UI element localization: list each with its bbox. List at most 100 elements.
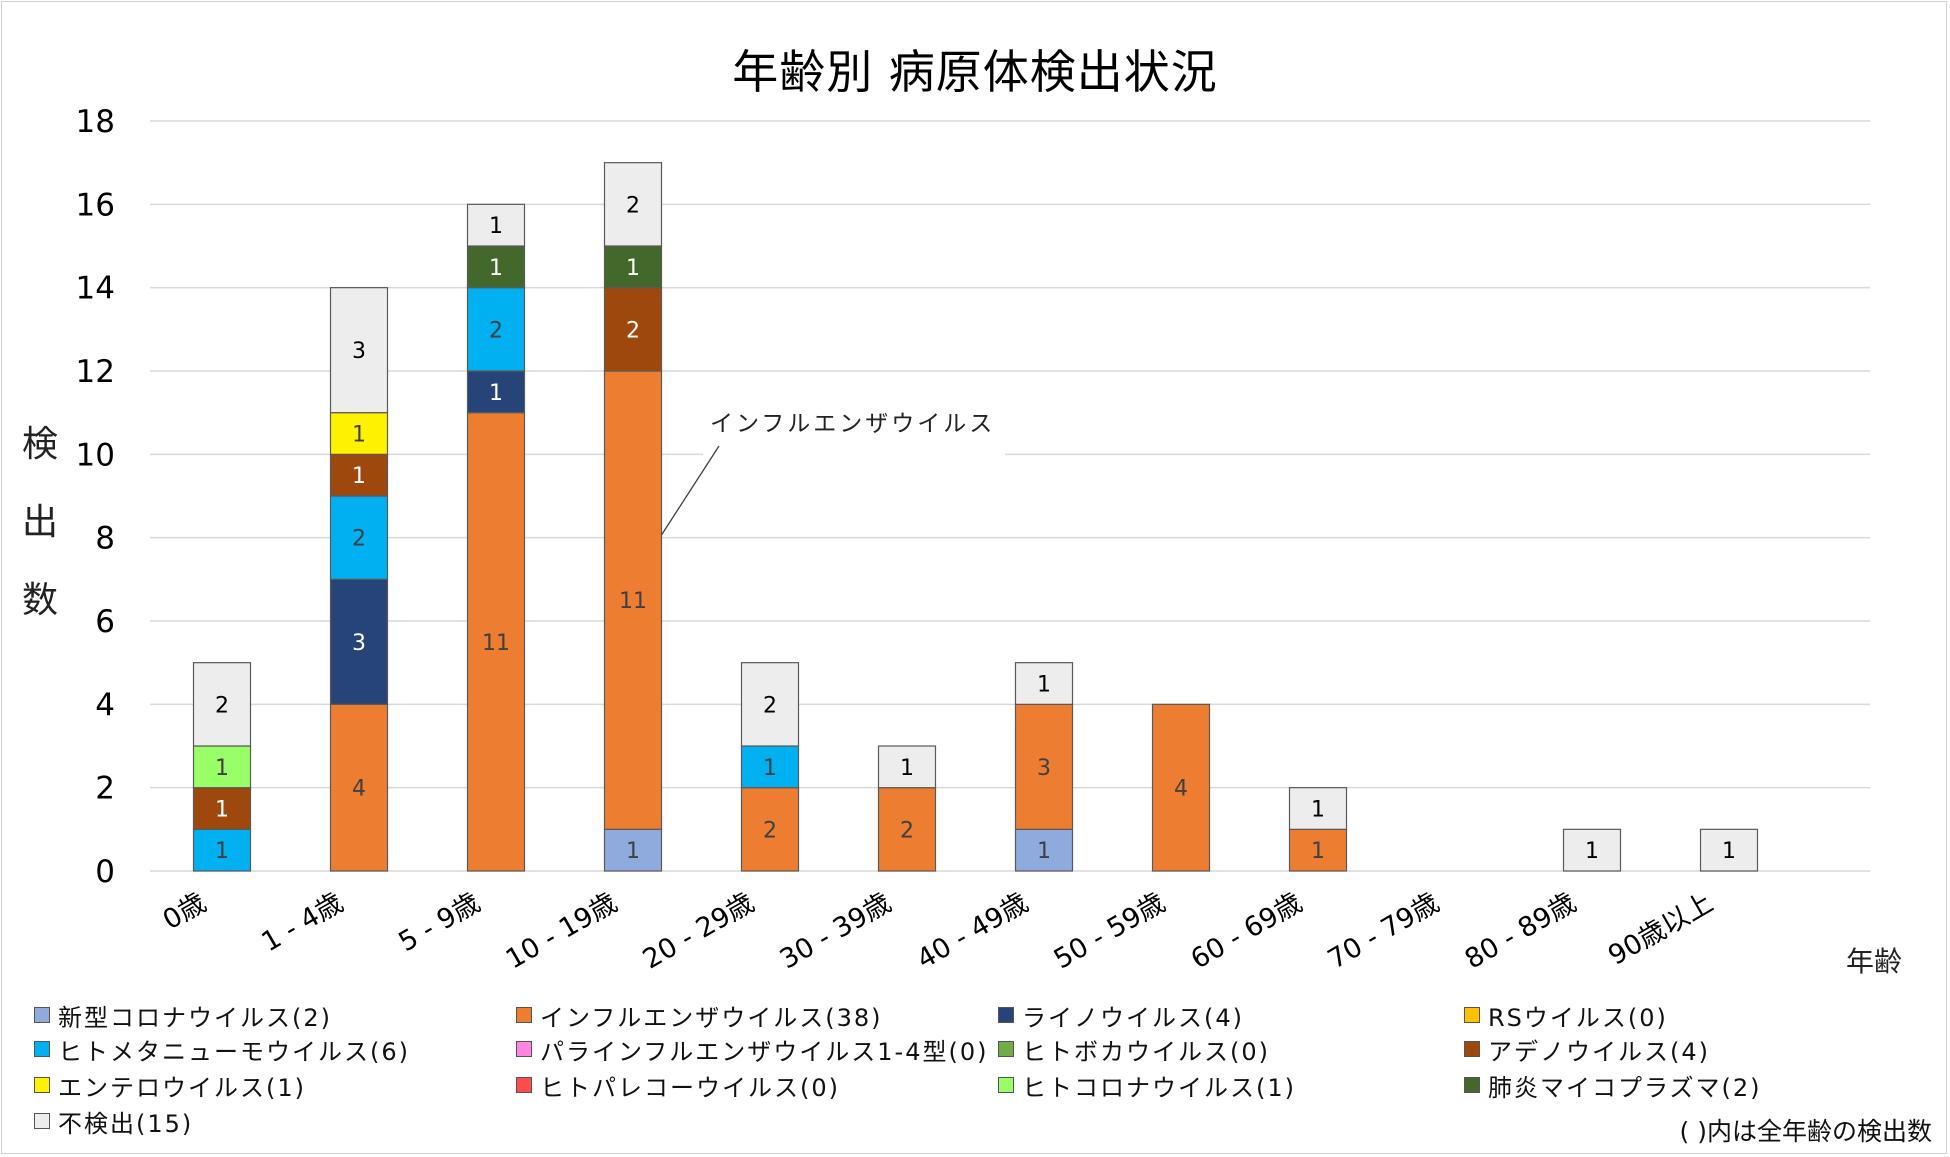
data-label: 1 [626,256,640,281]
bar-segment [192,662,252,747]
x-axis-ticks: 0歳 1 - 4歳 5 - 9歳 10 - 19歳 20 - 29歳 30 - 39歳 40… [158,887,1719,975]
bar-segment [603,245,663,289]
legend-label: 新型コロナウイルス(2) [58,1003,332,1032]
legend-item: RSウイルス(0) [1464,998,1668,1032]
legend-swatch [998,1077,1014,1093]
data-label: 1 [1037,673,1051,698]
data-label: 1 [900,756,914,781]
legend-swatch [34,1041,50,1057]
data-label: 11 [482,631,510,656]
legend-item: アデノウイルス(4) [1464,1032,1710,1066]
x-tick: 70 - 79歳 [1323,887,1445,975]
legend-swatch [1464,1077,1480,1093]
data-label: 3 [1037,756,1051,781]
legend-label: インフルエンザウイルス(38) [540,1003,883,1032]
bar-segment [877,745,937,789]
legend-item: ライノウイルス(4) [998,998,1244,1032]
y-tick-label: 10 [76,437,115,473]
y-axis-label-char: 出 [21,502,58,543]
y-tick-label: 16 [76,187,115,223]
bar-segment [329,287,389,414]
legend-item: 不検出(15) [34,1104,193,1138]
legend-label: ヒトボカウイルス(0) [1022,1037,1270,1066]
data-label: 1 [1311,798,1325,823]
x-tick: 60 - 69歳 [1186,887,1308,975]
legend-item: ヒトボカウイルス(0) [998,1032,1270,1066]
bar-segment [1014,703,1074,830]
legend-swatch [998,1041,1014,1057]
legend-swatch [516,1077,532,1093]
data-label: 2 [626,318,640,343]
legend-swatch [516,1007,532,1023]
legend-item: ヒトメタニューモウイルス(6) [34,1032,410,1066]
data-label: 1 [215,756,229,781]
data-label: 3 [352,339,366,364]
data-label: 4 [1174,777,1188,802]
x-tick: 80 - 89歳 [1460,887,1582,975]
y-axis-label: 検 出 数 [16,406,64,640]
legend-item: ヒトコロナウイルス(1) [998,1068,1296,1102]
bar-segment [1699,828,1759,872]
legend-swatch [34,1113,50,1129]
y-tick-label: 6 [95,604,115,640]
annotation-leader-line [660,445,720,536]
bar-segment [329,495,389,580]
legend-label: ライノウイルス(4) [1022,1003,1244,1032]
legend-item: 肺炎マイコプラズマ(2) [1464,1068,1762,1102]
y-axis-ticks: 0 2 4 6 8 10 12 14 16 18 [76,104,115,890]
bar-segment [466,203,526,247]
data-label: 1 [626,839,640,864]
legend-label: 肺炎マイコプラズマ(2) [1488,1073,1762,1102]
bar-segment [466,412,526,872]
x-tick-label: 60 - 69歳 [1186,887,1308,975]
y-tick-label: 12 [76,354,115,390]
y-tick-label: 18 [76,104,115,140]
x-tick: 50 - 59歳 [1049,887,1171,975]
bar-segment [329,578,389,705]
data-label: 1 [1311,839,1325,864]
bar-segment [1288,828,1348,872]
footnote: ( )内は全年齢の検出数 [1679,1117,1932,1146]
annotation-background [703,400,1005,460]
data-label: 1 [352,423,366,448]
legend-label: ヒトパレコーウイルス(0) [540,1073,840,1102]
x-tick-label: 80 - 89歳 [1460,887,1582,975]
data-label: 1 [215,798,229,823]
x-tick-label: 50 - 59歳 [1049,887,1171,975]
bar-segment [192,787,252,830]
legend-label: ヒトコロナウイルス(1) [1022,1073,1296,1102]
legend-item: インフルエンザウイルス(38) [516,998,883,1032]
gridlines [150,120,1870,872]
data-label: 1 [1585,839,1599,864]
x-tick: 1 - 4歳 [257,887,349,958]
bar-segment [1151,703,1211,872]
x-tick-label: 5 - 9歳 [394,887,486,958]
x-tick-label: 40 - 49歳 [912,887,1034,975]
legend-swatch [998,1007,1014,1023]
data-label: 1 [352,464,366,489]
chart-title: 年齢別 病原体検出状況 [732,45,1218,99]
legend-swatch [34,1077,50,1093]
legend-item: 新型コロナウイルス(2) [34,998,332,1032]
legend-label: RSウイルス(0) [1488,1003,1668,1032]
bar-segment [740,745,800,789]
x-tick-label: 1 - 4歳 [257,887,349,958]
data-label: 2 [215,693,229,718]
data-label: 2 [489,318,503,343]
x-tick-label: 20 - 29歳 [638,887,760,975]
legend-label: アデノウイルス(4) [1488,1037,1710,1066]
x-tick-label: 30 - 39歳 [775,887,897,975]
data-label: 1 [763,756,777,781]
data-label: 2 [626,193,640,218]
data-label: 2 [352,527,366,552]
bar-segment [740,787,800,872]
bar-segment [192,828,252,872]
x-tick: 20 - 29歳 [638,887,760,975]
annotation-label: インフルエンザウイルス [710,411,995,437]
y-tick-label: 2 [95,771,115,807]
legend-label: 不検出(15) [58,1109,194,1138]
data-label: 3 [352,631,366,656]
x-tick: 10 - 19歳 [501,887,623,975]
